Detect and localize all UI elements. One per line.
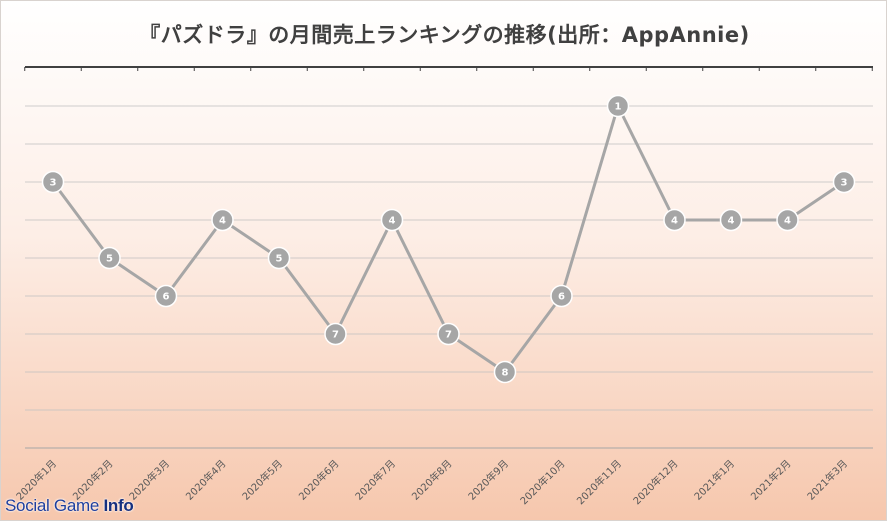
- data-point: [211, 208, 234, 232]
- data-point: [324, 322, 347, 346]
- x-tick-label: 2020年10月: [517, 457, 567, 507]
- data-label: 4: [728, 216, 735, 227]
- watermark-prefix: Social Game: [5, 496, 104, 515]
- data-point: [98, 246, 121, 270]
- data-label: 3: [50, 178, 57, 189]
- data-label: 4: [219, 216, 226, 227]
- x-tick-label: 2021年1月: [691, 457, 737, 503]
- data-point: [663, 208, 686, 232]
- data-point: [437, 322, 460, 346]
- x-tick-label: 2020年5月: [239, 457, 285, 503]
- data-label: 6: [163, 292, 170, 303]
- data-label: 1: [615, 102, 622, 113]
- data-point: [606, 94, 630, 118]
- x-tick-label: 2020年7月: [352, 457, 398, 503]
- data-label: 7: [445, 330, 452, 341]
- watermark-logo: Social Game Info: [5, 496, 134, 516]
- data-point: [719, 208, 743, 232]
- data-label: 6: [558, 292, 565, 303]
- data-point: [550, 284, 573, 308]
- data-label: 4: [784, 216, 791, 227]
- x-tick-label: 2020年4月: [183, 457, 229, 503]
- data-point: [493, 360, 517, 384]
- data-label: 8: [502, 368, 509, 379]
- x-tick-label: 2020年8月: [409, 457, 455, 503]
- data-point: [380, 208, 404, 232]
- data-point: [154, 284, 178, 308]
- x-tick-label: 2020年12月: [630, 457, 680, 507]
- x-tick-label: 2021年2月: [748, 457, 794, 503]
- chart-title: 『パズドラ』の月間売上ランキングの推移(出所：AppAnnie): [139, 23, 750, 47]
- data-label: 7: [332, 330, 339, 341]
- data-label: 5: [106, 254, 113, 265]
- data-label: 3: [841, 178, 848, 189]
- data-point: [776, 208, 799, 232]
- data-point: [41, 170, 65, 194]
- data-point: [832, 170, 856, 194]
- data-label: 5: [276, 254, 283, 265]
- x-tick-label: 2020年9月: [465, 457, 511, 503]
- data-label: 4: [671, 216, 678, 227]
- x-tick-label: 2021年3月: [804, 457, 850, 503]
- data-label: 4: [389, 216, 396, 227]
- x-tick-label: 2020年11月: [574, 457, 624, 507]
- watermark-emphasis: Info: [103, 496, 134, 515]
- x-tick-label: 2020年6月: [296, 457, 342, 503]
- data-point: [267, 246, 291, 270]
